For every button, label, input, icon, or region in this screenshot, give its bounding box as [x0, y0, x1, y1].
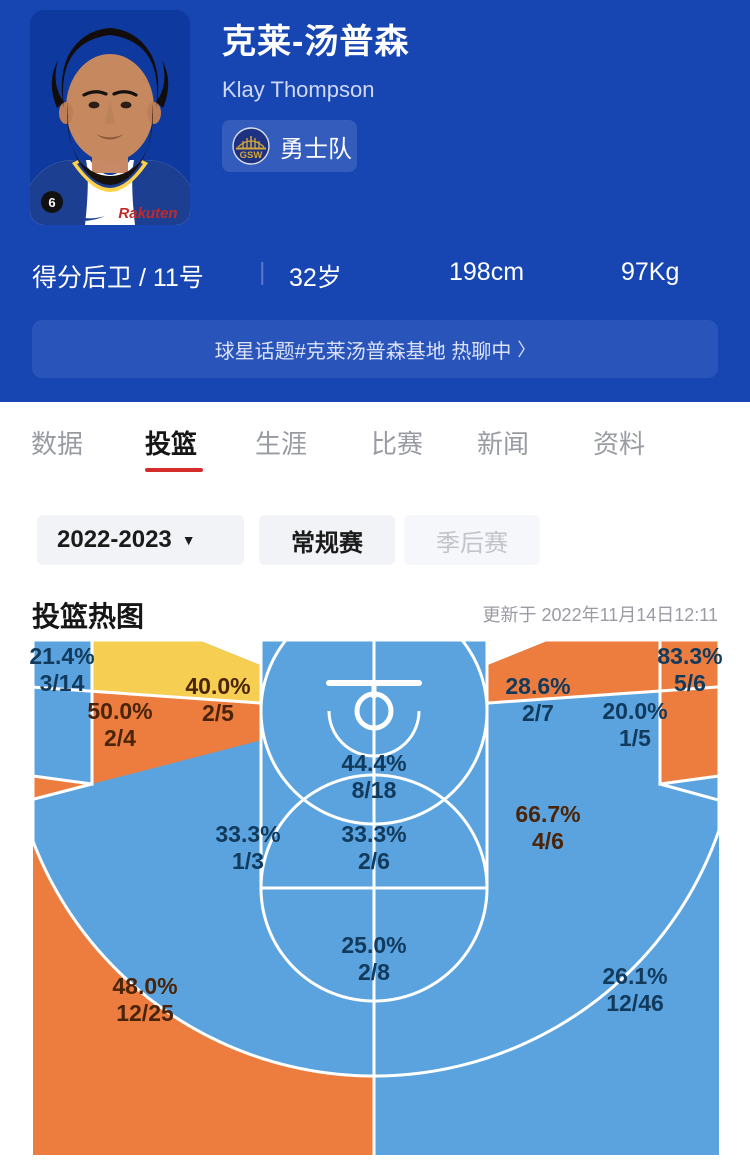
svg-text:83.3%: 83.3%	[657, 643, 722, 669]
svg-text:33.3%: 33.3%	[341, 821, 406, 847]
svg-text:2/6: 2/6	[358, 848, 390, 874]
svg-text:26.1%: 26.1%	[602, 963, 667, 989]
svg-text:28.6%: 28.6%	[505, 673, 570, 699]
svg-text:2/7: 2/7	[522, 700, 554, 726]
svg-text:33.3%: 33.3%	[215, 821, 280, 847]
svg-text:2/8: 2/8	[358, 959, 390, 985]
svg-text:2/5: 2/5	[202, 700, 234, 726]
svg-text:3/14: 3/14	[40, 670, 85, 696]
svg-text:4/6: 4/6	[532, 828, 564, 854]
svg-text:21.4%: 21.4%	[29, 643, 94, 669]
svg-text:12/25: 12/25	[116, 1000, 174, 1026]
svg-text:40.0%: 40.0%	[185, 673, 250, 699]
svg-text:2/4: 2/4	[104, 725, 136, 751]
svg-text:1/3: 1/3	[232, 848, 264, 874]
svg-text:44.4%: 44.4%	[341, 750, 406, 776]
svg-text:GSW: GSW	[240, 150, 263, 161]
svg-text:12/46: 12/46	[606, 990, 664, 1016]
svg-text:1/5: 1/5	[619, 725, 651, 751]
svg-text:6: 6	[48, 195, 55, 210]
svg-text:48.0%: 48.0%	[112, 973, 177, 999]
svg-text:66.7%: 66.7%	[515, 801, 580, 827]
svg-text:50.0%: 50.0%	[87, 698, 152, 724]
svg-text:25.0%: 25.0%	[341, 932, 406, 958]
svg-text:20.0%: 20.0%	[602, 698, 667, 724]
svg-text:8/18: 8/18	[352, 777, 397, 803]
svg-text:5/6: 5/6	[674, 670, 706, 696]
svg-text:Rakuten: Rakuten	[118, 205, 177, 222]
